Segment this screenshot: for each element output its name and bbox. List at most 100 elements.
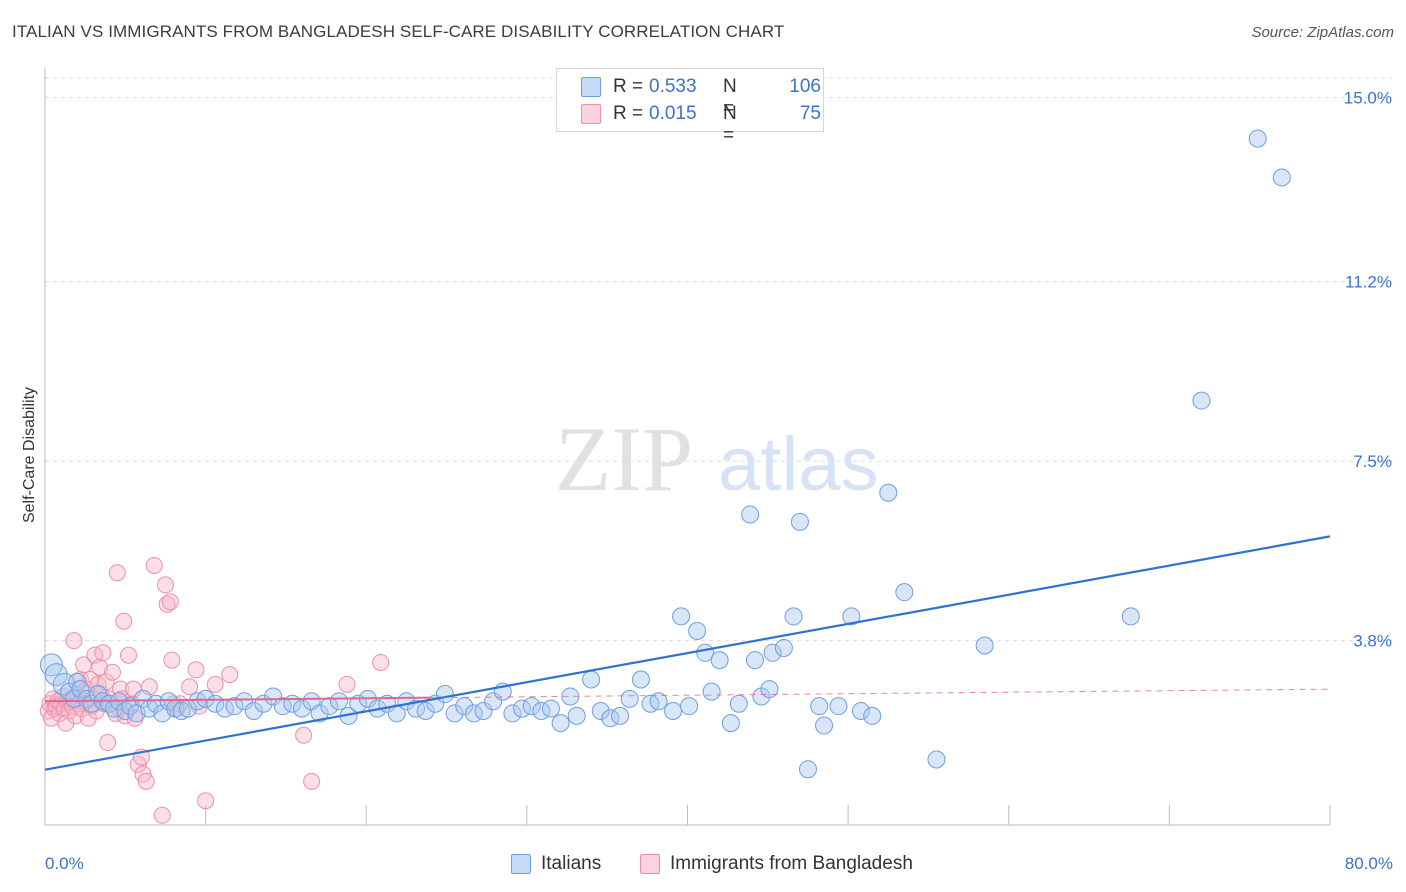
italians-points bbox=[39, 129, 1291, 779]
bangladesh-point bbox=[158, 595, 176, 613]
watermark-zip: ZIP bbox=[555, 408, 693, 510]
italians-point bbox=[729, 694, 748, 713]
bangladesh-point bbox=[145, 556, 163, 574]
italians-point bbox=[329, 692, 348, 711]
italians-point bbox=[445, 704, 464, 723]
italians-point bbox=[44, 663, 68, 687]
correlation-legend: R = 0.533 N = 106 R = 0.015 N = 75 bbox=[556, 68, 824, 146]
source-label: Source: ZipAtlas.com bbox=[1251, 24, 1394, 41]
italians-point bbox=[474, 702, 493, 721]
bangladesh-point bbox=[372, 654, 390, 672]
bangladesh-point bbox=[97, 673, 115, 691]
bangladesh-point bbox=[163, 651, 181, 669]
y-tick-label: 3.8% bbox=[1353, 632, 1392, 651]
italians-point bbox=[310, 704, 329, 723]
bangladesh-point bbox=[120, 646, 138, 664]
bangladesh-point bbox=[65, 632, 83, 650]
tick-labels: 3.8% 7.5% 11.2% 15.0% 0.0% 80.0% bbox=[45, 88, 1393, 873]
legend-swatch-bangladesh bbox=[581, 104, 601, 124]
italians-trend-line bbox=[44, 535, 1331, 771]
italians-point bbox=[567, 706, 586, 725]
italians-point bbox=[77, 689, 96, 708]
italians-point bbox=[1192, 391, 1211, 410]
bangladesh-point bbox=[303, 772, 321, 790]
italians-point bbox=[1248, 129, 1267, 148]
bangladesh-point bbox=[338, 675, 356, 693]
legend-r-value: 0.533 bbox=[649, 76, 697, 97]
italians-point bbox=[851, 702, 870, 721]
italians-point bbox=[293, 699, 311, 718]
bottom-legend-swatch-bangladesh bbox=[640, 854, 660, 874]
italians-point bbox=[591, 702, 610, 721]
italians-point bbox=[784, 607, 803, 626]
italians-point bbox=[235, 692, 254, 711]
italians-point bbox=[416, 702, 435, 721]
italians-point bbox=[582, 670, 601, 689]
italians-point bbox=[863, 706, 882, 725]
italians-point bbox=[975, 636, 994, 655]
bottom-legend-label-italians: Italians bbox=[541, 853, 602, 874]
italians-point bbox=[71, 680, 90, 699]
italians-point bbox=[82, 694, 101, 713]
italians-point bbox=[879, 483, 898, 502]
bangladesh-point bbox=[161, 593, 179, 611]
bangladesh-point bbox=[187, 661, 205, 679]
x-tick-label: 0.0% bbox=[45, 854, 84, 873]
legend-n-label: N = bbox=[723, 103, 737, 146]
italians-point bbox=[264, 687, 283, 706]
italians-point bbox=[631, 670, 650, 689]
italians-point bbox=[503, 704, 522, 723]
bangladesh-point bbox=[156, 576, 174, 594]
italians-point bbox=[522, 697, 541, 716]
italians-point bbox=[774, 638, 793, 657]
legend-n-label: N = bbox=[723, 76, 737, 119]
bangladesh-point bbox=[137, 772, 155, 790]
italians-point bbox=[927, 750, 946, 769]
legend-r-label: R = bbox=[613, 76, 649, 97]
italians-point bbox=[721, 714, 740, 733]
watermark-atlas: atlas bbox=[718, 422, 879, 507]
legend-r-label: R = bbox=[613, 103, 649, 124]
italians-point bbox=[435, 685, 454, 704]
bangladesh-point bbox=[99, 734, 117, 752]
italians-point bbox=[244, 702, 263, 721]
italians-point bbox=[225, 697, 244, 716]
bangladesh-point bbox=[115, 612, 133, 630]
italians-point bbox=[680, 697, 699, 716]
legend-n-value: 106 bbox=[789, 76, 821, 97]
italians-point bbox=[649, 692, 668, 711]
italians-point bbox=[829, 697, 848, 716]
italians-point bbox=[798, 760, 817, 779]
bangladesh-point bbox=[295, 726, 313, 744]
chart-title: ITALIAN VS IMMIGRANTS FROM BANGLADESH SE… bbox=[12, 22, 785, 41]
bangladesh-point bbox=[206, 675, 224, 693]
bangladesh-points bbox=[39, 556, 390, 824]
italians-point bbox=[710, 651, 729, 670]
italians-point bbox=[810, 697, 829, 716]
italians-point bbox=[1121, 607, 1140, 626]
italians-point bbox=[159, 692, 178, 711]
italians-point bbox=[672, 607, 691, 626]
bangladesh-trend-line bbox=[44, 696, 431, 703]
italians-point bbox=[702, 682, 721, 701]
y-tick-label: 7.5% bbox=[1353, 452, 1392, 471]
bangladesh-point bbox=[108, 564, 126, 582]
bangladesh-point bbox=[153, 806, 171, 824]
grid-lines bbox=[45, 77, 1392, 642]
italians-point bbox=[620, 689, 639, 708]
bangladesh-point bbox=[94, 644, 112, 662]
y-tick-label: 15.0% bbox=[1344, 88, 1392, 107]
italians-point bbox=[815, 716, 834, 735]
bangladesh-point bbox=[181, 678, 199, 696]
y-tick-label: 11.2% bbox=[1345, 273, 1392, 292]
bangladesh-point bbox=[91, 658, 109, 676]
italians-point bbox=[551, 714, 570, 733]
italians-point bbox=[664, 702, 683, 721]
legend-n-value: 75 bbox=[799, 103, 821, 124]
italians-point bbox=[790, 512, 809, 531]
italians-point bbox=[760, 680, 779, 699]
bangladesh-point bbox=[71, 670, 89, 688]
italians-point bbox=[64, 689, 83, 708]
trend-lines bbox=[44, 535, 1331, 771]
